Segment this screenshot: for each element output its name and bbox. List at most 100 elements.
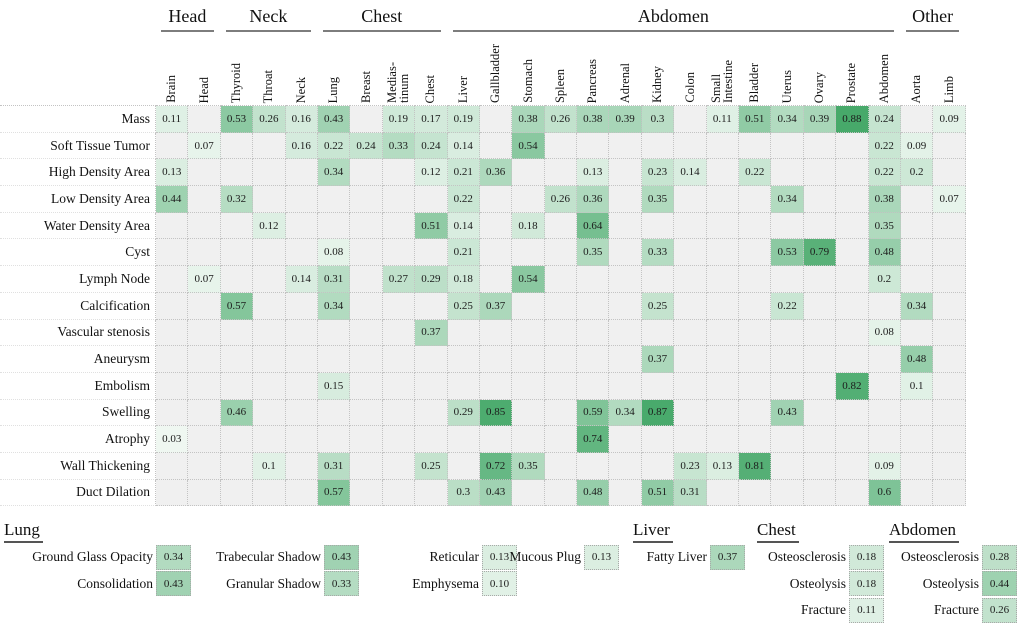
heatmap-cell: 0.34 — [609, 399, 642, 427]
heatmap-cell — [900, 106, 934, 133]
heatmap-cell — [415, 239, 448, 267]
column-header-text: Uterus — [779, 69, 794, 103]
heatmap-cell — [188, 346, 221, 373]
heatmap-cell — [285, 479, 318, 507]
heatmap-cell — [674, 292, 707, 320]
heatmap-cell: 0.43 — [479, 479, 513, 507]
heatmap-cell — [836, 186, 869, 213]
column-header-label: Medias- tinum — [382, 34, 416, 106]
heatmap-cell: 0.57 — [317, 479, 351, 507]
heatmap-cell — [739, 399, 772, 427]
heatmap-cell — [706, 159, 740, 187]
heatmap-cell: 0.57 — [220, 292, 254, 320]
column-header-label: Prostate — [836, 34, 869, 106]
heatmap-cell — [285, 372, 318, 400]
column-header-text: Chest — [423, 74, 438, 103]
heatmap-cell — [544, 346, 578, 373]
legend-item: Fracture 0.11 — [726, 597, 884, 624]
heatmap-cell — [674, 212, 707, 240]
heatmap-cell — [317, 426, 351, 453]
column-header-text: Neck — [293, 76, 308, 103]
heatmap-cell: 0.74 — [577, 426, 610, 453]
column-header-label: Head — [188, 34, 221, 106]
legend-item: Consolidation 0.43 — [4, 571, 191, 598]
column-header-text: Pancreas — [585, 58, 600, 103]
heatmap-cell — [836, 159, 869, 187]
heatmap-cell — [350, 186, 383, 213]
heatmap-cell: 0.31 — [317, 266, 351, 293]
heatmap-cell: 0.38 — [868, 186, 901, 213]
column-header-text: Kidney — [650, 66, 665, 103]
heatmap-cell: 0.35 — [641, 186, 675, 213]
heatmap-cell: 0.13 — [577, 159, 610, 187]
heatmap-cell: 0.24 — [415, 132, 448, 160]
heatmap-cell — [544, 266, 578, 293]
heatmap-cell — [253, 186, 286, 213]
heatmap-cell: 0.26 — [253, 106, 286, 133]
legend-group-title: Abdomen — [889, 519, 960, 543]
heatmap-grid: Brain Head Thyroid Throat Neck Lung Breast Medi… — [0, 34, 1024, 507]
heatmap-cell — [220, 239, 254, 267]
heatmap-cell — [577, 292, 610, 320]
row-label: Water Density Area — [0, 212, 156, 240]
heatmap-cell — [641, 319, 675, 347]
column-header-label: Colon — [674, 34, 707, 106]
column-header-label: Throat — [253, 34, 286, 106]
legend-item: Osteolysis 0.44 — [858, 571, 1017, 598]
heatmap-cell — [803, 346, 837, 373]
heatmap-cell — [544, 452, 578, 480]
heatmap-cell: 0.17 — [415, 106, 448, 133]
heatmap-cell: 0.48 — [868, 239, 901, 267]
heatmap-cell: 0.48 — [900, 346, 934, 373]
heatmap-cell — [836, 239, 869, 267]
heatmap-cell — [382, 319, 416, 347]
column-header-label: Abdomen — [868, 34, 901, 106]
heatmap-cell: 0.39 — [609, 106, 642, 133]
legend-item-value: 0.34 — [156, 544, 191, 570]
row-label: Swelling — [0, 399, 156, 427]
heatmap-cell — [933, 346, 966, 373]
heatmap-cell: 0.34 — [771, 186, 804, 213]
heatmap-cell — [706, 292, 740, 320]
row-label: Vascular stenosis — [0, 319, 156, 347]
heatmap-cell — [253, 372, 286, 400]
column-header-label: Liver — [447, 34, 480, 106]
heatmap-cell — [544, 239, 578, 267]
heatmap-cell — [317, 346, 351, 373]
heatmap-cell — [447, 346, 480, 373]
heatmap-cell: 0.85 — [479, 399, 513, 427]
heatmap-cell — [868, 292, 901, 320]
heatmap-cell: 0.22 — [771, 292, 804, 320]
heatmap-cell — [479, 186, 513, 213]
heatmap-cell — [253, 426, 286, 453]
heatmap-cell: 0.34 — [900, 292, 934, 320]
heatmap-cell — [220, 132, 254, 160]
heatmap-cell — [706, 186, 740, 213]
heatmap-cell — [350, 106, 383, 133]
heatmap-cell: 0.31 — [674, 479, 707, 507]
column-header-text: Breast — [358, 71, 373, 103]
heatmap-cell — [609, 186, 642, 213]
heatmap-cell — [836, 132, 869, 160]
column-header-text: Medias- tinum — [385, 62, 411, 103]
legend-item: Granular Shadow 0.33 — [188, 571, 359, 598]
heatmap-cell — [285, 426, 318, 453]
heatmap-cell: 0.31 — [317, 452, 351, 480]
heatmap-cell — [706, 239, 740, 267]
heatmap-cell — [706, 372, 740, 400]
heatmap-cell — [803, 479, 837, 507]
heatmap-cell — [350, 452, 383, 480]
heatmap-cell — [900, 319, 934, 347]
heatmap-cell: 0.34 — [317, 159, 351, 187]
heatmap-cell: 0.33 — [382, 132, 416, 160]
heatmap-cell — [512, 239, 545, 267]
heatmap-cell — [577, 132, 610, 160]
heatmap-cell — [220, 319, 254, 347]
heatmap-cell: 0.26 — [544, 106, 578, 133]
heatmap-cell — [641, 452, 675, 480]
legend-item: Osteolysis 0.18 — [726, 571, 884, 598]
heatmap-cell — [706, 479, 740, 507]
heatmap-cell: 0.64 — [577, 212, 610, 240]
heatmap-cell — [156, 479, 189, 507]
legend-item-label: Mucous Plug — [509, 549, 581, 565]
